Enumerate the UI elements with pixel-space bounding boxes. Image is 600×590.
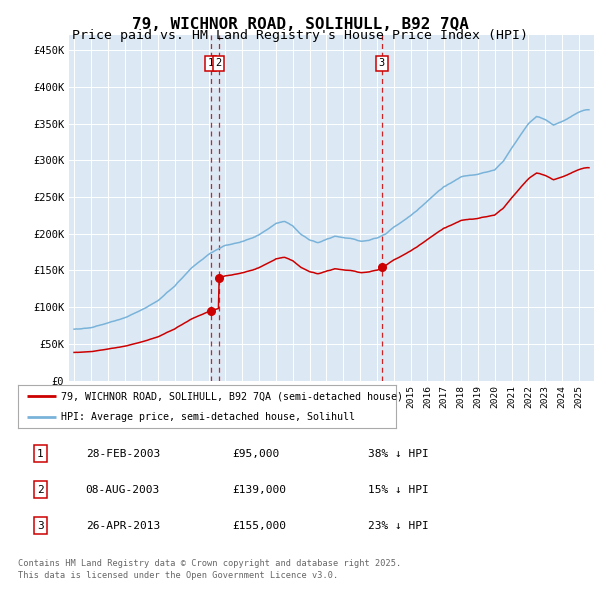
Text: 1: 1 bbox=[208, 58, 214, 68]
Text: £139,000: £139,000 bbox=[232, 485, 286, 494]
Text: 2: 2 bbox=[215, 58, 222, 68]
Text: Contains HM Land Registry data © Crown copyright and database right 2025.: Contains HM Land Registry data © Crown c… bbox=[18, 559, 401, 568]
Text: 79, WICHNOR ROAD, SOLIHULL, B92 7QA: 79, WICHNOR ROAD, SOLIHULL, B92 7QA bbox=[131, 17, 469, 31]
Text: 08-AUG-2003: 08-AUG-2003 bbox=[86, 485, 160, 494]
Text: Price paid vs. HM Land Registry's House Price Index (HPI): Price paid vs. HM Land Registry's House … bbox=[72, 30, 528, 42]
Text: £95,000: £95,000 bbox=[232, 449, 280, 459]
Text: HPI: Average price, semi-detached house, Solihull: HPI: Average price, semi-detached house,… bbox=[61, 412, 355, 422]
Text: 23% ↓ HPI: 23% ↓ HPI bbox=[368, 520, 428, 530]
Text: 26-APR-2013: 26-APR-2013 bbox=[86, 520, 160, 530]
Text: 1: 1 bbox=[37, 449, 44, 459]
Text: 3: 3 bbox=[379, 58, 385, 68]
Text: 28-FEB-2003: 28-FEB-2003 bbox=[86, 449, 160, 459]
Text: 3: 3 bbox=[37, 520, 44, 530]
Text: This data is licensed under the Open Government Licence v3.0.: This data is licensed under the Open Gov… bbox=[18, 571, 338, 579]
Text: 79, WICHNOR ROAD, SOLIHULL, B92 7QA (semi-detached house): 79, WICHNOR ROAD, SOLIHULL, B92 7QA (sem… bbox=[61, 391, 403, 401]
Text: £155,000: £155,000 bbox=[232, 520, 286, 530]
Text: 2: 2 bbox=[37, 485, 44, 494]
Text: 15% ↓ HPI: 15% ↓ HPI bbox=[368, 485, 428, 494]
Text: 38% ↓ HPI: 38% ↓ HPI bbox=[368, 449, 428, 459]
